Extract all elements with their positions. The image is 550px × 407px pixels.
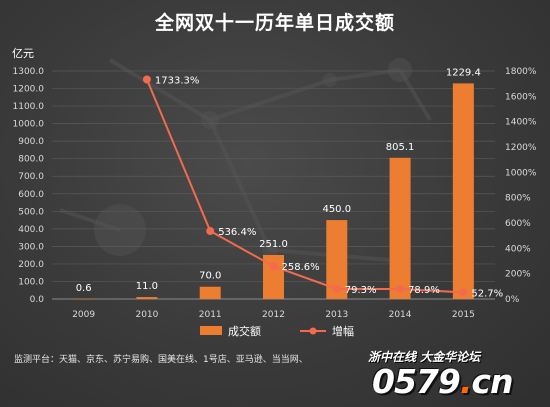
growth-data-label: 78.9% bbox=[408, 285, 440, 296]
y-left-tick-label: 1000.0 bbox=[13, 120, 45, 130]
y-right-tick-label: 800% bbox=[505, 194, 531, 204]
watermark-logo: 0579.cn bbox=[372, 362, 513, 401]
background-deco-line bbox=[59, 208, 121, 232]
growth-point bbox=[459, 288, 468, 297]
y-right-tick-label: 600% bbox=[505, 219, 531, 229]
background-deco-line bbox=[208, 119, 272, 251]
background-deco-node bbox=[201, 111, 219, 129]
y-left-tick-label: 1200.0 bbox=[13, 85, 45, 95]
y-right-tick-label: 1000% bbox=[505, 168, 537, 178]
growth-data-label: 79.3% bbox=[345, 285, 377, 296]
y-right-tick-label: 200% bbox=[505, 270, 531, 280]
growth-point bbox=[142, 75, 151, 84]
watermark-logo-dot: . bbox=[459, 362, 473, 401]
background-deco-node bbox=[262, 242, 278, 258]
bar bbox=[136, 297, 158, 299]
y-left-tick-label: 100.0 bbox=[18, 277, 44, 287]
growth-point bbox=[332, 284, 341, 293]
chart-title: 全网双十一历年单日成交额 bbox=[154, 12, 395, 34]
growth-line bbox=[146, 79, 464, 294]
x-tick-label: 2011 bbox=[199, 310, 222, 320]
y-left-axis-label: 亿元 bbox=[12, 47, 34, 60]
bar-data-label: 11.0 bbox=[136, 281, 158, 292]
bar bbox=[389, 157, 411, 299]
background-deco-line bbox=[329, 68, 401, 82]
y-left-tick-label: 600.0 bbox=[18, 190, 44, 200]
growth-data-label: 52.7% bbox=[471, 288, 503, 299]
bar bbox=[199, 286, 221, 299]
y-left-tick-label: 0.0 bbox=[30, 295, 45, 305]
bar bbox=[263, 254, 284, 299]
x-tick-label: 2013 bbox=[325, 310, 348, 320]
growth-data-label: 1733.3% bbox=[155, 75, 200, 86]
watermark-logo-a: 0579 bbox=[372, 362, 461, 401]
y-right-tick-label: 0% bbox=[505, 295, 520, 305]
watermark-logo-b: cn bbox=[471, 362, 513, 401]
legend-label-line: 增幅 bbox=[332, 324, 354, 338]
growth-point bbox=[206, 227, 215, 236]
y-left-tick-label: 800.0 bbox=[18, 155, 44, 165]
y-left-tick-label: 300.0 bbox=[18, 242, 44, 252]
bar-data-label: 1229.4 bbox=[446, 67, 481, 78]
x-tick-label: 2014 bbox=[389, 310, 412, 320]
x-tick-label: 2010 bbox=[135, 310, 158, 320]
bar bbox=[73, 298, 95, 300]
bar bbox=[452, 83, 474, 299]
bar-data-label: 450.0 bbox=[322, 204, 351, 215]
y-right-tick-label: 400% bbox=[505, 244, 531, 254]
y-right-tick-label: 1400% bbox=[505, 118, 537, 128]
y-left-tick-label: 700.0 bbox=[18, 172, 44, 182]
watermark-text: 浙中在线 大金华论坛 bbox=[368, 350, 481, 364]
growth-point bbox=[396, 285, 405, 294]
background-deco-node bbox=[323, 73, 337, 87]
background-deco-line bbox=[108, 58, 212, 122]
y-left-tick-label: 900.0 bbox=[18, 137, 44, 147]
growth-point bbox=[269, 262, 278, 271]
bar-data-label: 70.0 bbox=[199, 271, 221, 282]
y-left-tick-label: 400.0 bbox=[18, 225, 44, 235]
background-deco-node bbox=[94, 204, 146, 256]
source-note: 监测平台：天猫、京东、苏宁易购、国美在线、1号店、亚马逊、当当网、 bbox=[14, 355, 308, 365]
bar bbox=[326, 220, 348, 299]
growth-data-label: 258.6% bbox=[282, 262, 320, 273]
y-right-tick-label: 1200% bbox=[505, 143, 537, 153]
bar-data-label: 251.0 bbox=[259, 239, 288, 250]
y-left-tick-label: 500.0 bbox=[18, 207, 44, 217]
y-right-tick-label: 1600% bbox=[505, 92, 537, 102]
background-deco-node bbox=[388, 58, 412, 82]
bar-data-label: 805.1 bbox=[386, 142, 415, 153]
growth-data-label: 536.4% bbox=[218, 227, 256, 238]
y-left-tick-label: 1100.0 bbox=[13, 102, 45, 112]
legend-swatch-marker bbox=[309, 327, 317, 335]
y-left-tick-label: 1300.0 bbox=[13, 67, 45, 77]
y-left-tick-label: 200.0 bbox=[18, 260, 44, 270]
background-deco-line bbox=[209, 78, 331, 122]
y-right-tick-label: 1800% bbox=[505, 67, 537, 77]
legend-label-bars: 成交额 bbox=[228, 324, 261, 338]
legend-swatch-bars bbox=[200, 326, 222, 335]
x-tick-label: 2012 bbox=[262, 310, 285, 320]
background-deco-line bbox=[398, 68, 432, 122]
x-tick-label: 2009 bbox=[72, 310, 95, 320]
x-tick-label: 2015 bbox=[452, 310, 475, 320]
bar-data-label: 0.6 bbox=[76, 283, 92, 294]
